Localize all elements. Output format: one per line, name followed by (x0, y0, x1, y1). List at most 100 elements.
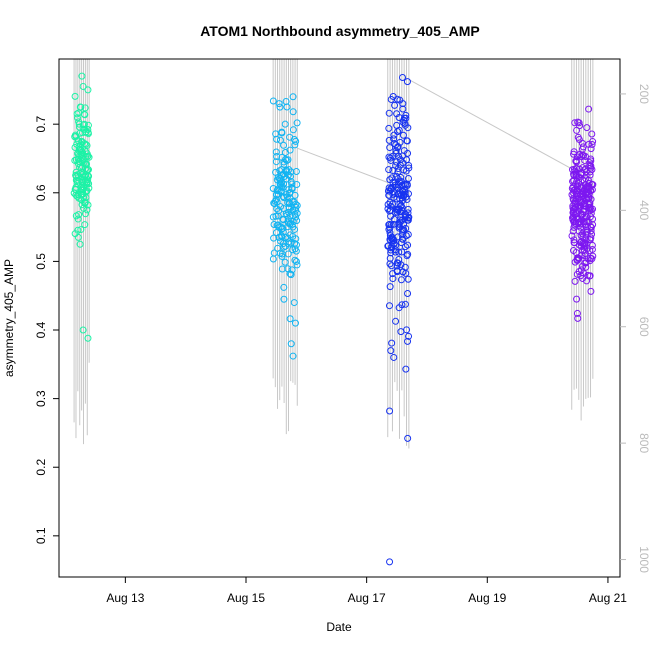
data-point (582, 168, 590, 176)
data-point (401, 212, 409, 220)
data-point (289, 352, 297, 360)
data-point (83, 179, 91, 187)
data-point (385, 225, 393, 233)
data-point (589, 181, 597, 189)
x-axis: Aug 13 Aug 15 Aug 17 Aug 19 Aug 21 (106, 577, 627, 605)
data-point (81, 140, 89, 148)
data-point (81, 221, 89, 229)
y-tick-label: 0.7 (34, 116, 48, 133)
data-point (74, 215, 82, 223)
data-point (271, 197, 279, 205)
data-point (272, 212, 280, 220)
data-point (71, 133, 79, 141)
data-point (403, 252, 411, 260)
data-point (283, 157, 291, 165)
data-point (74, 114, 82, 122)
data-point (292, 241, 300, 249)
data-point (395, 152, 403, 160)
data-point (292, 137, 300, 145)
data-point (270, 199, 278, 207)
data-point (273, 153, 281, 161)
data-point (577, 223, 585, 231)
data-point (587, 234, 595, 242)
data-point (79, 162, 87, 170)
data-point (589, 215, 597, 223)
data-point (574, 133, 582, 141)
data-point (291, 210, 299, 218)
data-point (287, 271, 295, 279)
data-point (394, 128, 402, 136)
data-point (399, 131, 407, 139)
data-point (77, 103, 85, 111)
data-point (275, 207, 283, 215)
data-point (404, 175, 412, 183)
data-point (79, 82, 87, 90)
data-point (386, 407, 394, 415)
data-point (395, 220, 403, 228)
data-point (280, 243, 288, 251)
data-point (273, 135, 281, 143)
data-point (290, 198, 298, 206)
data-point (285, 240, 293, 248)
data-point (78, 186, 86, 194)
data-point (401, 190, 409, 198)
data-point (74, 233, 82, 241)
data-point (570, 213, 578, 221)
data-point (395, 126, 403, 134)
data-point (279, 170, 287, 178)
data-point (293, 119, 301, 127)
data-point (578, 251, 586, 259)
y-tick-label: 0.6 (34, 184, 48, 201)
chart-title: ATOM1 Northbound asymmetry_405_AMP (200, 23, 480, 39)
data-point (589, 252, 597, 260)
data-point (387, 156, 395, 164)
data-point (284, 219, 292, 227)
data-point (278, 250, 286, 258)
data-point (386, 235, 394, 243)
data-point (587, 254, 595, 262)
data-point (587, 164, 595, 172)
data-point (392, 172, 400, 180)
data-point (404, 275, 412, 283)
x-tick-label: Aug 21 (589, 591, 627, 605)
data-point (286, 315, 294, 323)
data-point (279, 224, 287, 232)
data-point (285, 185, 293, 193)
data-point (400, 226, 408, 234)
data-point (75, 143, 83, 151)
data-point (589, 205, 597, 213)
data-point (71, 185, 79, 193)
data-point (573, 295, 581, 303)
data-point (289, 126, 297, 134)
data-point (586, 171, 594, 179)
data-point (398, 248, 406, 256)
data-point (272, 229, 280, 237)
data-point (400, 192, 408, 200)
data-point (280, 141, 288, 149)
data-point (278, 153, 286, 161)
data-point (79, 156, 87, 164)
data-point (289, 246, 297, 254)
data-point (572, 249, 580, 257)
data-point (396, 216, 404, 224)
data-point (585, 194, 593, 202)
data-point (402, 365, 410, 373)
data-point (399, 100, 407, 108)
data-point (386, 224, 394, 232)
data-point (284, 156, 292, 164)
data-point (587, 223, 595, 231)
data-point (278, 225, 286, 233)
data-point (73, 179, 81, 187)
data-point (390, 131, 398, 139)
data-point (278, 128, 286, 136)
data-point (273, 187, 281, 195)
data-point (404, 337, 412, 345)
data-point (402, 167, 410, 175)
x-tick-label: Aug 13 (106, 591, 144, 605)
data-point (570, 171, 578, 179)
data-point (396, 208, 404, 216)
connector-line (297, 147, 388, 183)
data-point (404, 241, 412, 249)
data-point (570, 209, 578, 217)
data-point (291, 141, 299, 149)
